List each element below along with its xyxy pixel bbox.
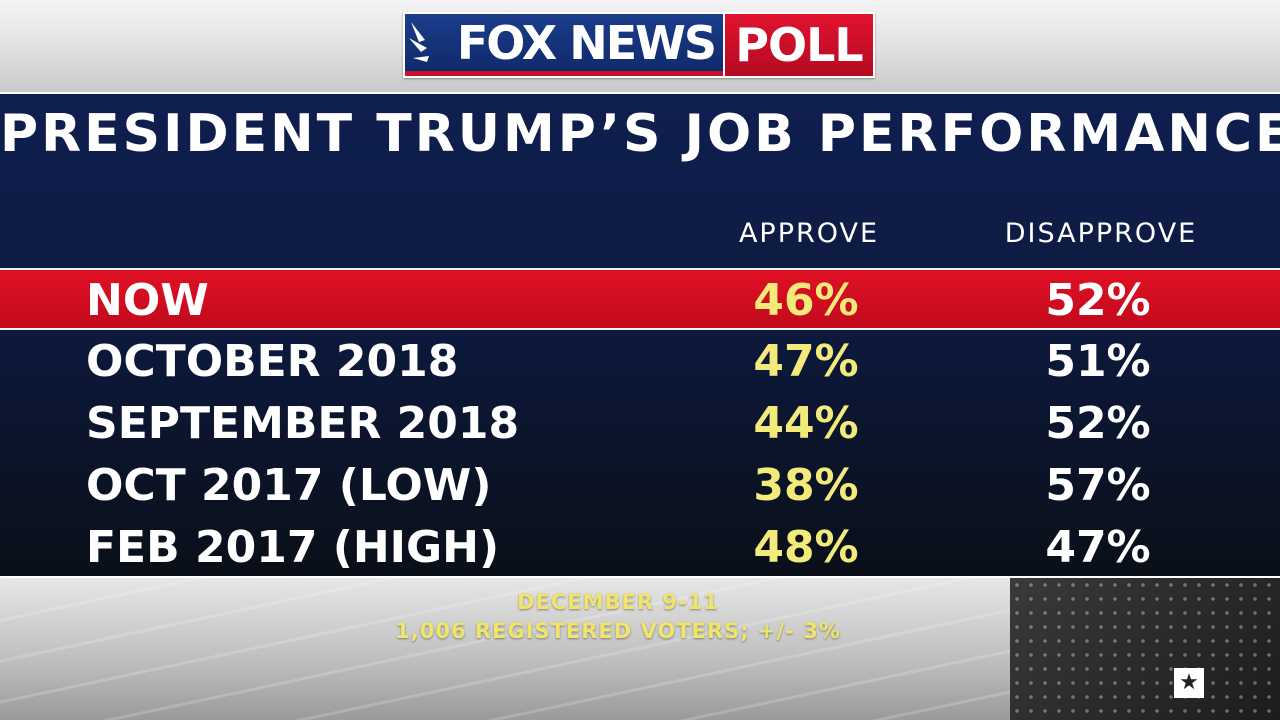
column-header-disapprove: DISAPPROVE [1004,218,1198,249]
approve-value: 47% [753,336,859,387]
disapprove-value: 57% [1045,460,1151,511]
disapprove-value: 52% [1045,275,1151,326]
row-label: OCT 2017 (LOW) [86,460,492,511]
disapprove-value: 52% [1045,398,1151,449]
poll-panel: PRESIDENT TRUMP’S JOB PERFORMANCE APPROV… [0,92,1280,578]
star-icon: ★ [1174,668,1204,698]
footnote-sample: 1,006 REGISTERED VOTERS; +/- 3% [395,619,841,643]
row-label: SEPTEMBER 2018 [86,398,520,449]
table-row-feb-2017-high: FEB 2017 (HIGH) 48% 47% [0,517,1280,579]
approve-value: 38% [753,460,859,511]
searchlight-rays-icon [409,22,429,62]
row-label: NOW [86,275,209,326]
disapprove-value: 47% [1045,522,1151,573]
approve-value: 48% [753,522,859,573]
table-row-oct-2017-low: OCT 2017 (LOW) 38% 57% [0,455,1280,517]
approve-value: 44% [753,398,859,449]
fox-news-poll-logo: FOX NEWS POLL [403,12,875,78]
table-row-now: NOW 46% 52% [0,268,1280,330]
logo-brand: FOX NEWS [405,14,723,76]
chart-title: PRESIDENT TRUMP’S JOB PERFORMANCE [0,104,1280,164]
bottom-background-dark [1010,578,1280,720]
row-label: FEB 2017 (HIGH) [86,522,500,573]
table-row-october-2018: OCTOBER 2018 47% 51% [0,331,1280,393]
row-label: OCTOBER 2018 [86,336,459,387]
logo-brand-text: FOX NEWS [456,15,717,70]
approve-value: 46% [753,275,859,326]
table-row-september-2018: SEPTEMBER 2018 44% 52% [0,393,1280,455]
logo-poll-tag: POLL [723,14,873,76]
disapprove-value: 51% [1045,336,1151,387]
column-header-approve: APPROVE [738,218,880,249]
footnote-dates: DECEMBER 9-11 [517,590,719,614]
